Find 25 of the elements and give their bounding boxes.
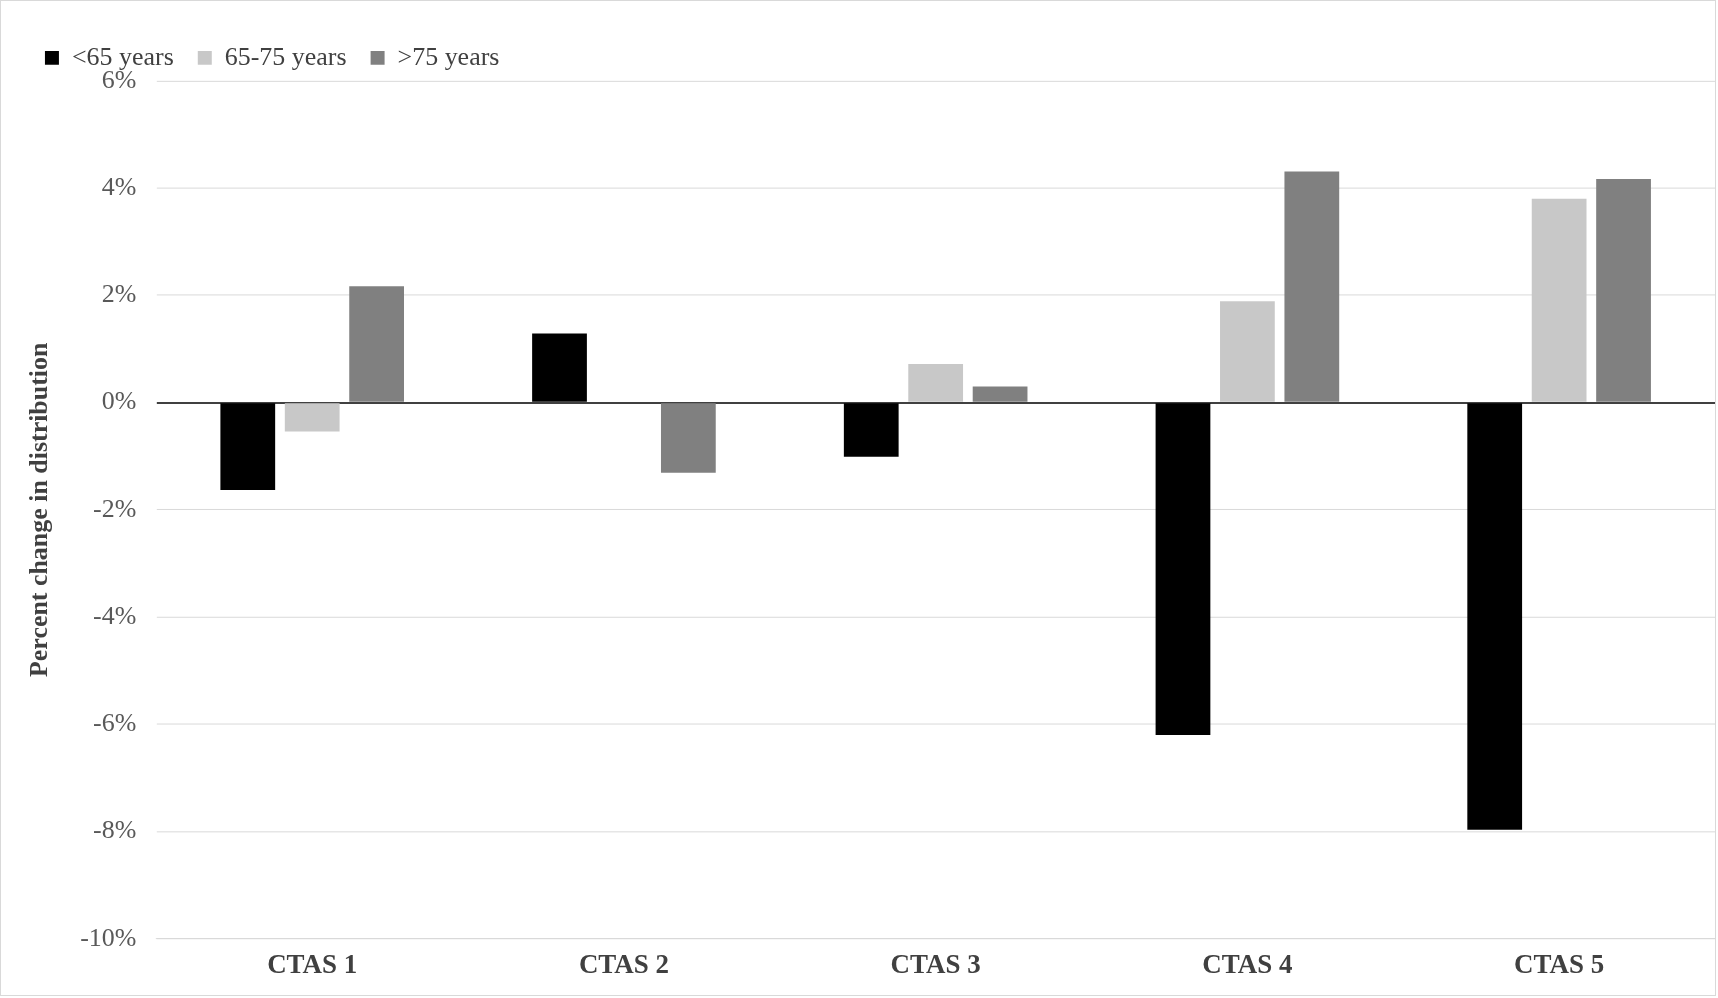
- bar: [1220, 301, 1275, 402]
- x-tick-label: CTAS 1: [267, 948, 358, 979]
- x-tick-label: CTAS 3: [890, 948, 981, 979]
- y-tick-label: 4%: [101, 171, 137, 201]
- x-tick-label: CTAS 2: [578, 948, 669, 979]
- legend-label: >75 years: [397, 41, 500, 71]
- y-tick-label: 0%: [101, 386, 137, 416]
- legend-label: 65-75 years: [224, 41, 347, 71]
- y-tick-label: -2%: [93, 493, 137, 523]
- x-tick-label: CTAS 5: [1514, 948, 1605, 979]
- bar: [1596, 178, 1651, 402]
- y-tick-label: -6%: [93, 708, 137, 738]
- y-axis-title: Percent change in distribution: [24, 342, 54, 677]
- bar: [1531, 198, 1587, 402]
- y-tick-label: -8%: [93, 815, 137, 845]
- bar: [972, 386, 1028, 402]
- bar: [1284, 171, 1340, 402]
- x-tick-label: CTAS 4: [1202, 948, 1293, 979]
- bar: [660, 403, 716, 473]
- y-tick-label: -4%: [93, 600, 137, 630]
- bar: [284, 403, 340, 432]
- bar: [349, 286, 405, 402]
- y-tick-label: -10%: [80, 922, 137, 952]
- bar: [908, 363, 964, 402]
- y-tick-label: 2%: [101, 279, 137, 309]
